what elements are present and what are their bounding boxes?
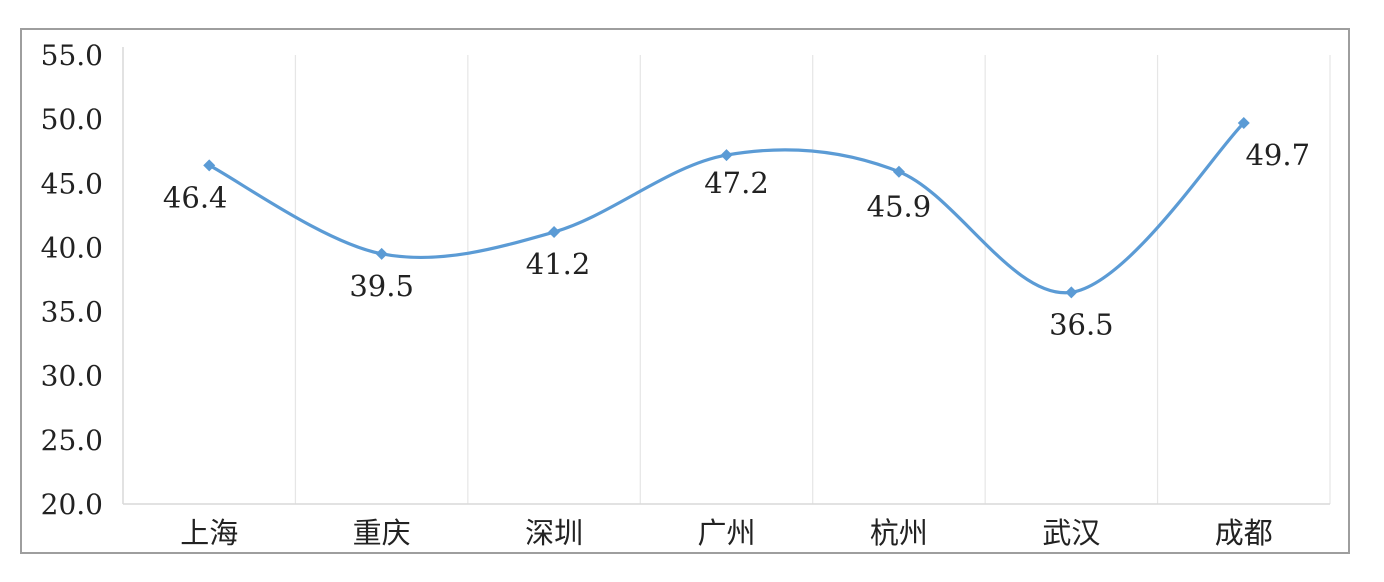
- y-tick-label: 20.0: [41, 488, 103, 521]
- data-point-marker: [1237, 116, 1250, 129]
- data-label: 46.4: [163, 180, 228, 214]
- y-tick-label: 55.0: [41, 39, 103, 72]
- data-point-marker: [548, 226, 561, 239]
- y-tick-label: 25.0: [41, 424, 103, 457]
- series-line: [208, 121, 1245, 295]
- data-label: 39.5: [349, 269, 414, 303]
- y-tick-label: 30.0: [41, 360, 103, 393]
- data-label: 45.9: [867, 190, 932, 224]
- y-tick-label: 40.0: [41, 231, 103, 264]
- data-label: 47.2: [704, 166, 769, 200]
- data-point-marker: [720, 149, 733, 162]
- x-category-label: 深圳: [525, 516, 583, 550]
- x-category-label: 武汉: [1042, 516, 1100, 550]
- data-point-marker: [1065, 286, 1078, 299]
- x-category-label: 重庆: [353, 516, 411, 550]
- x-category-label: 杭州: [870, 516, 928, 550]
- y-tick-label: 45.0: [41, 167, 103, 200]
- y-tick-label: 35.0: [41, 296, 103, 329]
- data-label: 49.7: [1245, 138, 1310, 172]
- data-point-marker: [375, 247, 388, 260]
- data-point-marker: [892, 165, 905, 178]
- chart-frame: [20, 28, 1350, 554]
- data-label: 41.2: [526, 247, 591, 281]
- data-point-marker: [203, 159, 216, 172]
- x-category-label: 成都: [1215, 516, 1273, 550]
- y-tick-label: 50.0: [41, 103, 103, 136]
- data-label: 36.5: [1049, 307, 1114, 341]
- x-category-label: 上海: [180, 516, 238, 550]
- x-category-label: 广州: [697, 516, 755, 550]
